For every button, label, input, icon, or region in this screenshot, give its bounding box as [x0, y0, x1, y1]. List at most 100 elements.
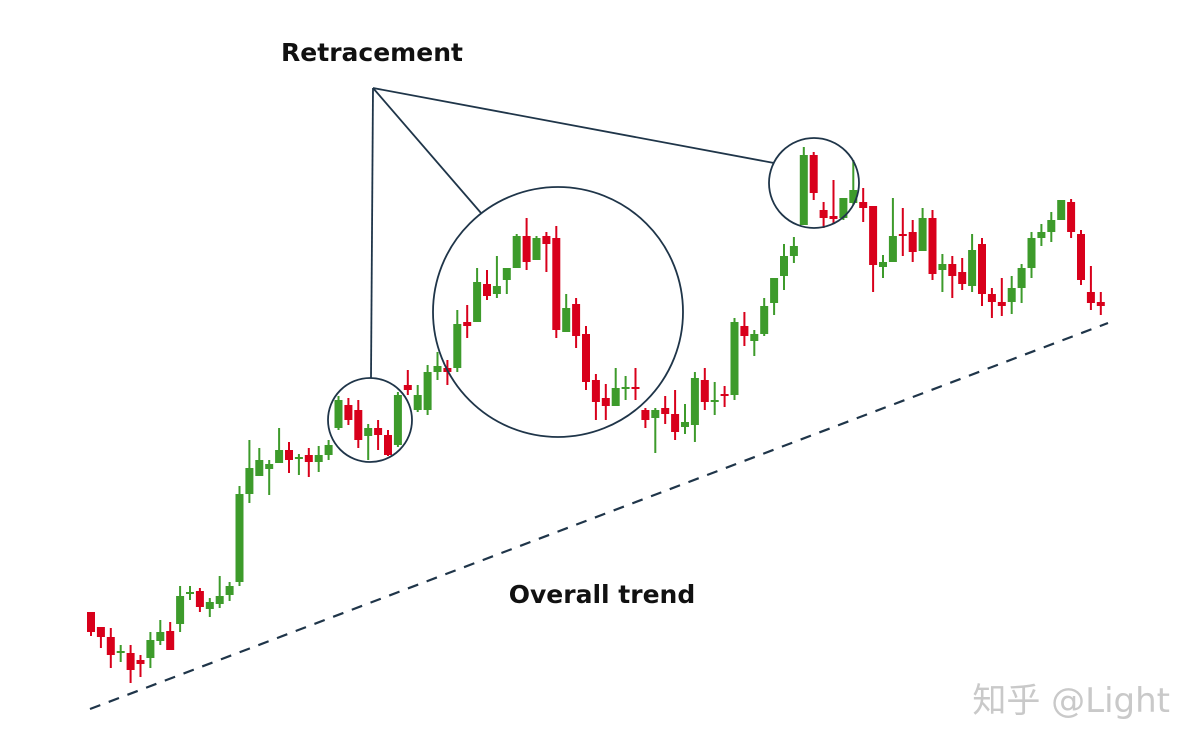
candle-down: [354, 400, 363, 448]
candle-wick: [990, 288, 993, 318]
candle-body: [96, 627, 105, 637]
candle-body: [186, 592, 194, 594]
candle-up: [393, 392, 402, 447]
candle-body: [879, 262, 887, 267]
candle-up: [453, 310, 462, 372]
candle-down: [908, 220, 917, 262]
candle-up: [879, 255, 887, 278]
candle-wick: [654, 408, 657, 453]
candle-down: [96, 627, 105, 648]
candle-body: [681, 422, 689, 427]
candle-down: [483, 270, 491, 300]
candle-body: [374, 428, 383, 435]
candle-up: [770, 278, 779, 315]
candle-up: [849, 160, 858, 205]
candle-body: [542, 236, 551, 244]
candle-wick: [684, 404, 686, 434]
candle-body: [492, 286, 501, 294]
candle-up: [314, 446, 323, 472]
candle-body: [780, 256, 788, 276]
candle-body: [710, 400, 719, 402]
candle-body: [166, 631, 175, 650]
candle-up: [789, 237, 798, 263]
candle-down: [106, 628, 115, 668]
candle-body: [294, 457, 303, 459]
candle-wick: [367, 424, 370, 460]
candle-up: [235, 486, 244, 586]
candle-body: [1096, 302, 1105, 306]
candle-body: [918, 218, 927, 251]
candle-body: [760, 306, 769, 334]
candle-body: [789, 246, 798, 256]
candle-body: [730, 322, 739, 395]
candle-up: [750, 330, 759, 356]
candle-body: [978, 244, 986, 294]
candle-up: [1057, 200, 1066, 220]
candle-wick: [1089, 266, 1092, 310]
candle-up: [146, 632, 155, 668]
candle-body: [453, 324, 462, 368]
candle-body: [1086, 292, 1095, 303]
candle-wick: [723, 386, 726, 407]
candle-body: [750, 334, 759, 341]
candle-down: [285, 442, 293, 473]
candle-up: [265, 460, 274, 495]
candle-body: [136, 660, 145, 664]
candle-body: [938, 264, 947, 270]
candle-body: [146, 640, 155, 658]
candle-down: [819, 202, 828, 228]
candle-up: [710, 382, 719, 415]
candle-down: [136, 655, 145, 677]
candle-down: [542, 232, 551, 272]
candle-down: [552, 226, 561, 338]
candle-wick: [218, 576, 221, 608]
candle-body: [898, 234, 907, 236]
candle-down: [869, 206, 878, 292]
candle-up: [621, 376, 630, 400]
retracement-circle-2: [432, 186, 684, 438]
overall-trend-label: Overall trend: [508, 580, 696, 609]
candle-down: [87, 612, 95, 636]
candle-wick: [297, 454, 300, 475]
candle-up: [215, 576, 224, 608]
retracement-label: Retracement: [281, 38, 463, 67]
candle-down: [829, 180, 838, 224]
candle-body: [888, 236, 897, 262]
candle-up: [1047, 212, 1056, 242]
candle-body: [928, 218, 937, 274]
candle-down: [1096, 292, 1105, 315]
candle-up: [780, 244, 788, 290]
retracement-callouts: [327, 87, 860, 463]
candle-up: [473, 268, 482, 322]
candle-up: [116, 645, 125, 662]
candle-up: [156, 620, 165, 645]
candle-body: [661, 408, 670, 414]
callout-line-3: [372, 87, 775, 164]
candle-body: [987, 294, 996, 302]
candle-body: [393, 395, 402, 445]
callout-line-2: [372, 87, 482, 214]
candle-body: [582, 334, 590, 382]
candle-up: [364, 424, 373, 460]
candle-body: [473, 282, 482, 322]
candle-up: [1007, 276, 1016, 314]
candle-up: [690, 372, 699, 442]
candle-wick: [941, 254, 944, 292]
candle-body: [87, 612, 95, 632]
candle-body: [532, 238, 541, 260]
candle-wick: [545, 232, 548, 272]
candle-wick: [614, 368, 617, 406]
candle-up: [799, 147, 808, 225]
candle-body: [997, 302, 1006, 306]
candle-body: [829, 216, 838, 219]
candle-body: [1077, 234, 1085, 280]
candle-wick: [278, 428, 281, 463]
candle-down: [126, 645, 135, 683]
candle-up: [512, 234, 521, 268]
candle-body: [1047, 220, 1056, 232]
candle-body: [1037, 232, 1046, 238]
candle-wick: [634, 368, 637, 400]
candle-up: [918, 208, 927, 251]
candle-down: [522, 218, 531, 270]
